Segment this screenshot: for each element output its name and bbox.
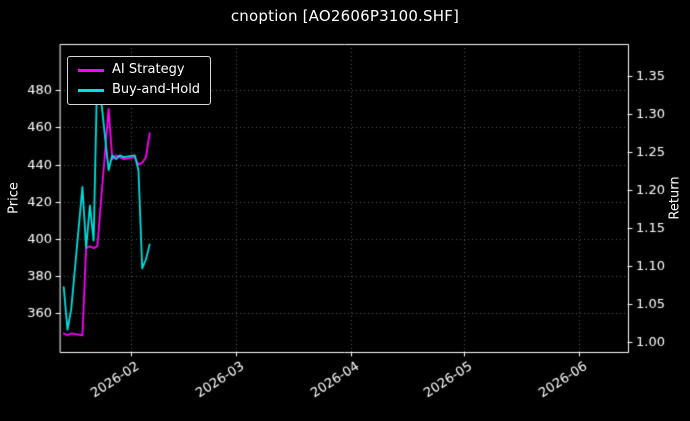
legend-item-buy-and-hold: Buy-and-Hold bbox=[78, 82, 201, 98]
left-axis-label: Price bbox=[6, 182, 22, 214]
chart-title: cnoption [AO2606P3100.SHF] bbox=[230, 7, 460, 25]
right-axis-label: Return bbox=[667, 176, 683, 220]
legend-label: AI Strategy bbox=[112, 62, 185, 77]
ai-strategy-line-swatch bbox=[78, 68, 104, 72]
legend-item-ai-strategy: AI Strategy bbox=[78, 62, 200, 77]
legend: AI Strategy Buy-and-Hold bbox=[67, 56, 212, 105]
legend-label: Buy-and-Hold bbox=[112, 82, 201, 98]
buy-and-hold-line-swatch bbox=[78, 88, 104, 92]
